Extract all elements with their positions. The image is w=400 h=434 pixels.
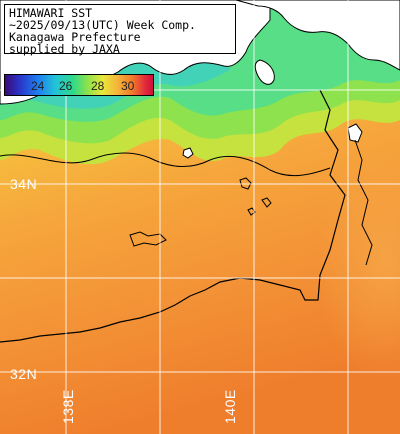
contour-patch-2	[239, 177, 272, 216]
lat-label-34n: 34N	[10, 176, 38, 192]
colorbar-tick-24: 24	[31, 79, 45, 93]
lon-label-140e: 140E	[222, 389, 238, 424]
title-line-3: Kanagawa Prefecture	[9, 30, 141, 44]
colorbar-tick-26: 26	[59, 79, 73, 93]
title-line-4: supplied by JAXA	[9, 42, 120, 56]
boso-land	[235, 0, 400, 71]
contour-patch-1	[129, 231, 167, 247]
island-oshima	[182, 147, 194, 159]
colorbar: 24 26 28 30	[4, 74, 154, 96]
contour-line-3	[354, 139, 373, 266]
colorbar-gradient	[5, 75, 153, 95]
island-east	[347, 123, 363, 143]
lat-label-32n: 32N	[10, 366, 38, 382]
warm-tint	[260, 140, 400, 380]
title-line-1: HIMAWARI SST	[9, 6, 93, 20]
title-box: HIMAWARI SST ~2025/09/13(UTC) Week Comp.…	[4, 4, 236, 56]
colorbar-tick-30: 30	[121, 79, 135, 93]
contour-line-1	[0, 152, 331, 177]
front-contour	[0, 89, 346, 343]
lon-label-138e: 138E	[60, 389, 76, 424]
title-line-2: ~2025/09/13(UTC) Week Comp.	[9, 18, 196, 32]
colorbar-tick-28: 28	[91, 79, 105, 93]
miura-peninsula	[254, 59, 275, 85]
